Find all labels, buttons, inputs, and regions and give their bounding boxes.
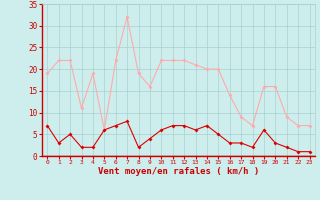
- X-axis label: Vent moyen/en rafales ( km/h ): Vent moyen/en rafales ( km/h ): [98, 167, 259, 176]
